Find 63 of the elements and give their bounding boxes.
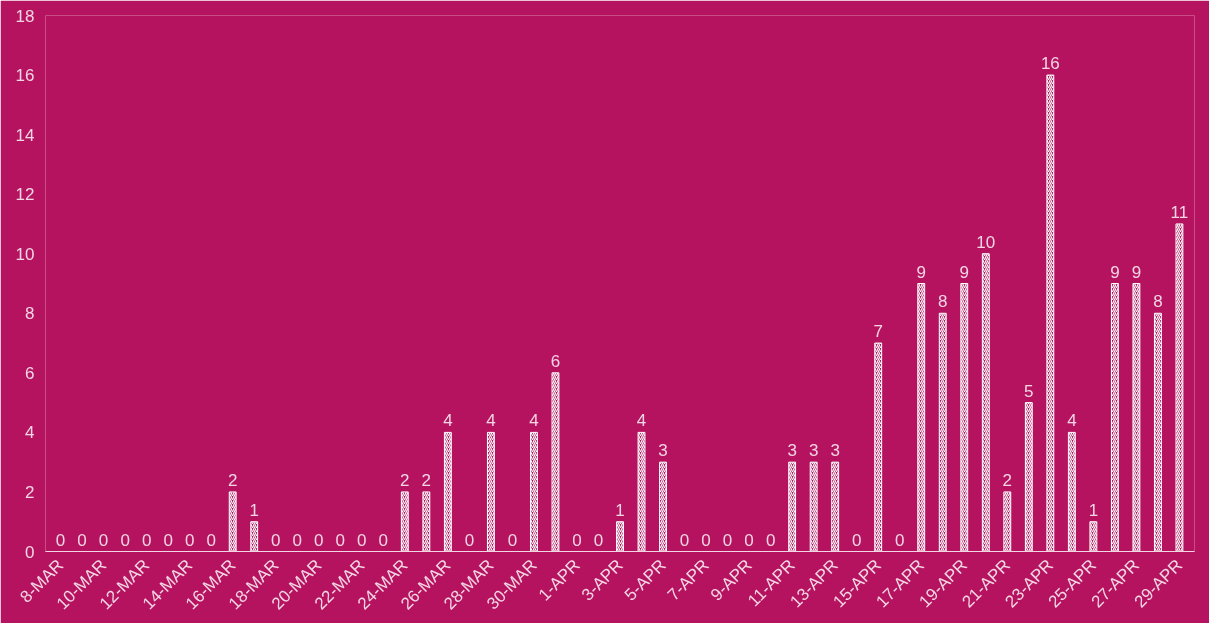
- data-label: 6: [550, 351, 561, 371]
- data-label: 10: [976, 232, 996, 252]
- data-label: 4: [636, 411, 647, 431]
- data-label: 0: [314, 530, 324, 550]
- data-label: 0: [722, 530, 733, 550]
- data-label: 1: [615, 500, 625, 520]
- data-label: 1: [249, 500, 259, 520]
- data-label: 0: [572, 530, 582, 550]
- data-label: 0: [120, 530, 130, 550]
- data-label: 2: [227, 470, 238, 490]
- data-label: 3: [787, 441, 797, 461]
- data-label: 0: [765, 530, 776, 550]
- y-tick-label: 16: [15, 66, 35, 86]
- data-label: 2: [400, 470, 410, 490]
- y-tick-label: 14: [15, 125, 35, 145]
- data-label: 0: [206, 530, 216, 550]
- data-label: 0: [77, 530, 87, 550]
- data-label: 4: [486, 411, 496, 431]
- data-label: 4: [529, 411, 539, 431]
- data-label: 9: [1110, 262, 1120, 282]
- data-label: 9: [959, 262, 970, 282]
- data-label: 4: [443, 411, 453, 431]
- data-label: 0: [378, 530, 389, 550]
- data-label: 1: [1088, 500, 1099, 520]
- y-tick-label: 4: [25, 423, 35, 443]
- data-label: 0: [98, 530, 109, 550]
- data-label: 7: [873, 322, 883, 342]
- data-label: 0: [701, 530, 711, 550]
- data-label: 4: [1067, 411, 1077, 431]
- y-tick-label: 0: [25, 542, 35, 562]
- data-label: 0: [163, 530, 173, 550]
- data-label: 2: [421, 470, 432, 490]
- y-tick-label: 2: [25, 482, 35, 502]
- data-label: 0: [851, 530, 862, 550]
- data-label: 9: [1131, 262, 1142, 282]
- data-label: 3: [658, 441, 668, 461]
- data-label: 0: [335, 530, 346, 550]
- data-label: 5: [1024, 381, 1034, 401]
- data-label: 0: [679, 530, 690, 550]
- y-tick-label: 12: [15, 185, 35, 205]
- data-label: 0: [292, 530, 302, 550]
- y-tick-label: 8: [25, 304, 35, 324]
- data-label: 0: [593, 530, 604, 550]
- y-tick-label: 10: [15, 244, 35, 264]
- data-label: 8: [938, 292, 948, 312]
- data-label: 11: [1170, 202, 1189, 222]
- y-tick-label: 6: [25, 363, 35, 383]
- data-label: 0: [141, 530, 152, 550]
- data-label: 0: [894, 530, 905, 550]
- data-label: 2: [1002, 470, 1013, 490]
- data-label: 0: [184, 530, 195, 550]
- data-label: 0: [271, 530, 281, 550]
- data-label: 0: [744, 530, 754, 550]
- data-label: 9: [916, 262, 926, 282]
- data-label: 3: [830, 441, 840, 461]
- data-label: 8: [1153, 292, 1163, 312]
- y-tick-label: 18: [15, 6, 35, 26]
- data-label: 0: [507, 530, 518, 550]
- data-label: 0: [464, 530, 475, 550]
- data-label: 0: [55, 530, 66, 550]
- data-label: 3: [808, 441, 819, 461]
- data-label: 16: [1040, 54, 1060, 74]
- data-label: 0: [357, 530, 367, 550]
